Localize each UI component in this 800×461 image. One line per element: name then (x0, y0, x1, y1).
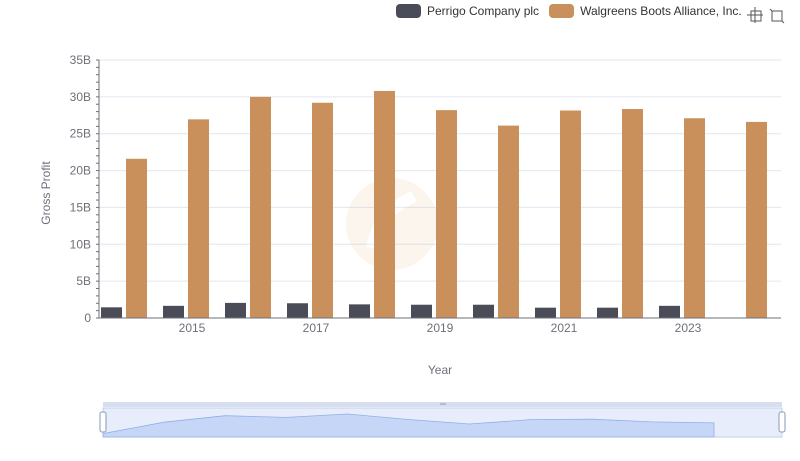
data-zoom-slider[interactable] (99, 402, 786, 438)
y-tick-label: 25B (70, 127, 91, 141)
x-tick-label: 2019 (427, 321, 454, 335)
zoom-select-icon[interactable] (746, 6, 764, 24)
bar-walgreens-2019[interactable] (436, 110, 457, 318)
y-axis-label: Gross Profit (39, 161, 53, 225)
bar-perrigo-2021[interactable] (535, 307, 556, 318)
bar-perrigo-2016[interactable] (225, 302, 246, 318)
bar-perrigo-2018[interactable] (349, 304, 370, 318)
legend-item-walgreens[interactable]: Walgreens Boots Alliance, Inc. (549, 4, 742, 18)
bar-marks (101, 90, 767, 319)
bar-perrigo-2022[interactable] (597, 307, 618, 318)
toolbox (746, 6, 790, 24)
bar-walgreens-2015[interactable] (188, 119, 209, 318)
x-tick-label: 2023 (675, 321, 702, 335)
bar-walgreens-2023[interactable] (684, 118, 705, 318)
x-tick-label: 2017 (303, 321, 330, 335)
bar-walgreens-2016[interactable] (250, 96, 271, 318)
restore-icon[interactable] (768, 6, 786, 24)
bar-perrigo-2019[interactable] (411, 304, 432, 318)
axes (96, 59, 781, 319)
y-tick-label: 30B (70, 90, 91, 104)
y-tick-label: 35B (70, 53, 91, 67)
legend-item-perrigo[interactable]: Perrigo Company plc (396, 4, 539, 18)
bar-walgreens-2024[interactable] (746, 121, 767, 318)
y-tick-label: 5B (76, 274, 91, 288)
x-axis-label: Year (428, 363, 452, 377)
zoom-handle-right[interactable] (778, 411, 786, 433)
legend-swatch-walgreens (549, 4, 575, 18)
bar-perrigo-2014[interactable] (101, 307, 122, 318)
legend-label-perrigo: Perrigo Company plc (427, 4, 540, 18)
bar-perrigo-2023[interactable] (659, 305, 680, 318)
y-tick-label: 10B (70, 237, 91, 251)
bar-walgreens-2018[interactable] (374, 90, 395, 319)
y-tick-label: 20B (70, 164, 91, 178)
bar-walgreens-2014[interactable] (126, 158, 147, 318)
bar-walgreens-2017[interactable] (312, 102, 333, 318)
zoom-preview-area (102, 413, 715, 438)
bar-walgreens-2020[interactable] (498, 125, 519, 318)
legend: Perrigo Company plc Walgreens Boots Alli… (396, 4, 752, 18)
y-tick-label: 0 (84, 311, 91, 325)
y-tick-label: 15B (70, 200, 91, 214)
bar-walgreens-2021[interactable] (560, 110, 581, 318)
legend-swatch-perrigo (396, 4, 421, 18)
bar-perrigo-2017[interactable] (287, 303, 308, 318)
bar-perrigo-2020[interactable] (473, 304, 494, 318)
x-tick-label: 2021 (551, 321, 578, 335)
x-tick-label: 2015 (179, 321, 206, 335)
tick-labels: 0 5B 10B 15B 20B 25B 30B 35B 2015 2017 2019 2021 202… (70, 53, 702, 335)
bar-walgreens-2022[interactable] (622, 109, 643, 319)
zoom-handle-left[interactable] (99, 411, 107, 433)
bar-perrigo-2015[interactable] (163, 305, 184, 318)
legend-label-walgreens: Walgreens Boots Alliance, Inc. (580, 4, 742, 18)
